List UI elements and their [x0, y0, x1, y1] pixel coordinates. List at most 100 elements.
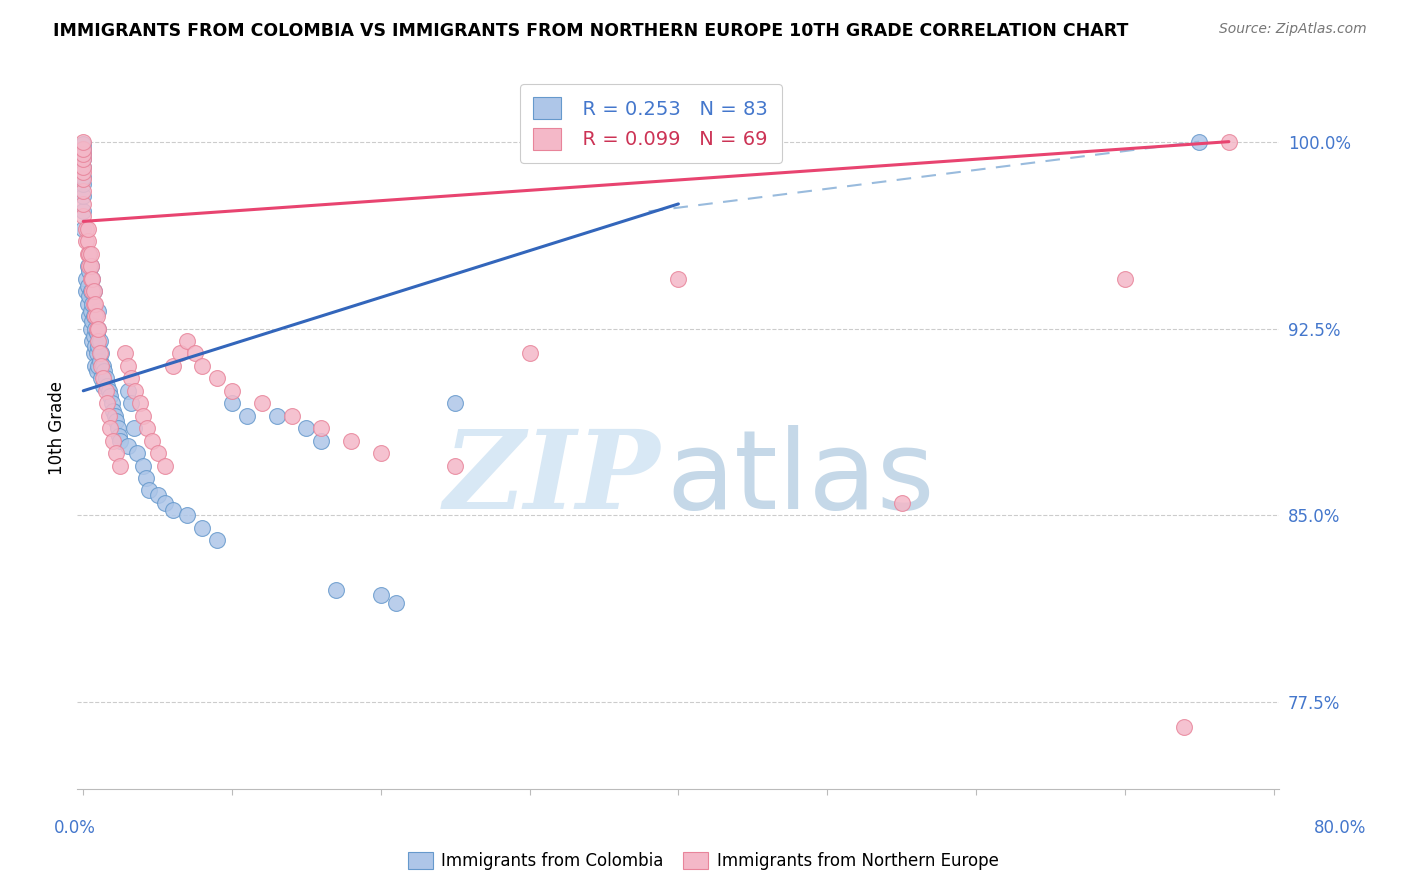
Point: [236, 409, 259, 423]
Point: [250, 396, 273, 410]
Point: [93, 364, 115, 378]
Point: [890, 496, 912, 510]
Point: [72, 189, 94, 203]
Point: [124, 384, 146, 398]
Point: [87, 321, 110, 335]
Point: [72, 160, 94, 174]
Point: [266, 409, 288, 423]
Point: [444, 396, 467, 410]
Legend: Immigrants from Colombia, Immigrants from Northern Europe: Immigrants from Colombia, Immigrants fro…: [401, 845, 1005, 877]
Point: [87, 334, 110, 348]
Point: [138, 483, 160, 498]
Text: ZIP: ZIP: [444, 425, 661, 533]
Point: [1188, 135, 1211, 149]
Point: [83, 296, 105, 310]
Point: [80, 259, 103, 273]
Point: [83, 309, 105, 323]
Point: [110, 434, 132, 448]
Point: [80, 246, 103, 260]
Point: [97, 409, 120, 423]
Point: [84, 321, 107, 335]
Point: [83, 346, 105, 360]
Point: [120, 396, 142, 410]
Point: [82, 314, 104, 328]
Point: [87, 339, 110, 353]
Point: [176, 508, 198, 523]
Point: [101, 403, 124, 417]
Point: [80, 321, 103, 335]
Point: [384, 596, 406, 610]
Point: [135, 471, 157, 485]
Point: [184, 346, 207, 360]
Point: [72, 137, 94, 152]
Point: [76, 222, 98, 236]
Point: [146, 488, 169, 502]
Point: [108, 428, 131, 442]
Point: [84, 359, 107, 373]
Y-axis label: 10th Grade: 10th Grade: [48, 381, 66, 475]
Point: [96, 379, 118, 393]
Point: [110, 458, 132, 473]
Text: atlas: atlas: [666, 425, 935, 533]
Point: [72, 185, 94, 199]
Point: [72, 204, 94, 219]
Point: [370, 588, 392, 602]
Point: [141, 434, 163, 448]
Point: [72, 177, 94, 191]
Point: [86, 364, 108, 378]
Point: [295, 421, 318, 435]
Point: [176, 334, 198, 348]
Point: [82, 271, 104, 285]
Point: [76, 279, 98, 293]
Point: [89, 354, 111, 368]
Point: [82, 334, 104, 348]
Point: [117, 359, 139, 373]
Point: [83, 284, 105, 298]
Point: [86, 321, 108, 335]
Point: [84, 309, 107, 323]
Point: [105, 414, 128, 428]
Point: [103, 409, 125, 423]
Point: [75, 222, 97, 236]
Point: [77, 246, 100, 260]
Point: [162, 503, 184, 517]
Point: [82, 271, 104, 285]
Point: [72, 169, 94, 184]
Point: [87, 304, 110, 318]
Point: [80, 284, 103, 298]
Text: 80.0%: 80.0%: [1313, 819, 1367, 837]
Point: [100, 396, 122, 410]
Point: [117, 439, 139, 453]
Point: [86, 309, 108, 323]
Point: [98, 389, 121, 403]
Point: [86, 346, 108, 360]
Point: [72, 152, 94, 166]
Point: [125, 446, 148, 460]
Point: [132, 458, 155, 473]
Point: [325, 583, 347, 598]
Point: [82, 284, 104, 298]
Point: [75, 284, 97, 298]
Point: [191, 359, 214, 373]
Point: [90, 371, 112, 385]
Point: [72, 164, 94, 178]
Point: [1114, 271, 1136, 285]
Point: [1218, 135, 1240, 149]
Point: [162, 359, 184, 373]
Point: [221, 384, 243, 398]
Point: [98, 421, 121, 435]
Point: [75, 271, 97, 285]
Point: [191, 521, 214, 535]
Point: [77, 264, 100, 278]
Point: [122, 421, 145, 435]
Point: [72, 152, 94, 166]
Point: [91, 359, 114, 373]
Point: [87, 321, 110, 335]
Point: [370, 446, 392, 460]
Point: [311, 421, 333, 435]
Point: [91, 379, 114, 393]
Point: [82, 296, 104, 310]
Point: [83, 284, 105, 298]
Point: [107, 421, 129, 435]
Text: IMMIGRANTS FROM COLOMBIA VS IMMIGRANTS FROM NORTHERN EUROPE 10TH GRADE CORRELATI: IMMIGRANTS FROM COLOMBIA VS IMMIGRANTS F…: [53, 22, 1129, 40]
